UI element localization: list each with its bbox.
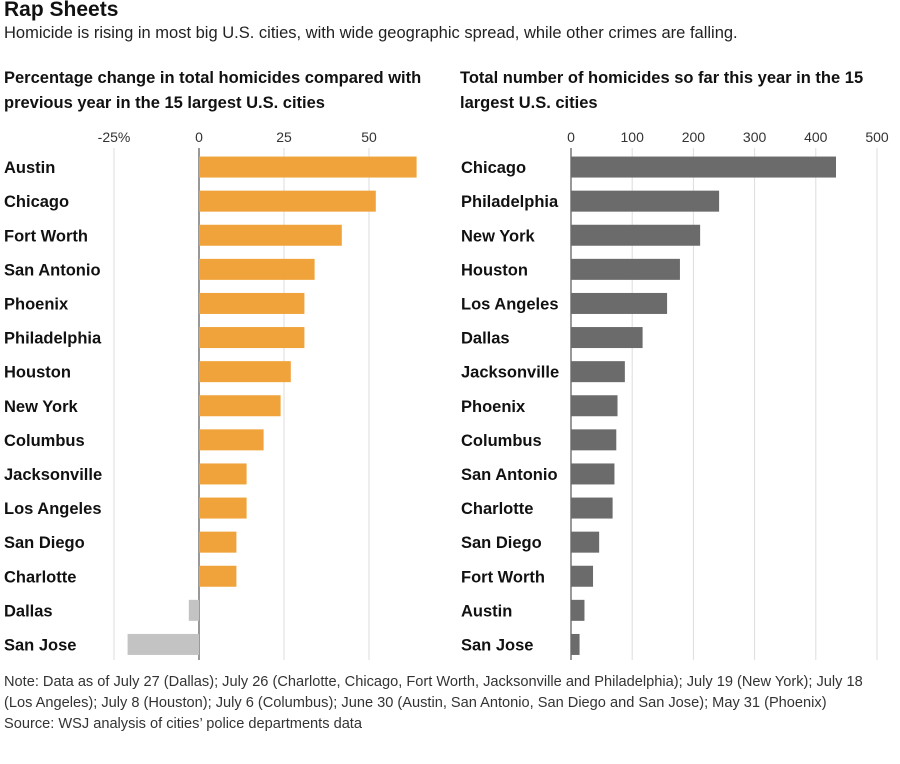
category-label: Chicago — [4, 193, 69, 211]
bar — [199, 327, 305, 349]
source-text: Source: WSJ analysis of cities’ police d… — [4, 716, 362, 732]
bar — [571, 429, 617, 451]
category-label: Columbus — [4, 432, 85, 450]
category-label: San Diego — [4, 534, 85, 552]
tick-label: 400 — [804, 129, 828, 145]
tick-label: 25 — [276, 129, 292, 145]
category-label: New York — [4, 398, 78, 416]
category-label: Houston — [461, 261, 528, 279]
category-label: Dallas — [4, 602, 53, 620]
category-label: Los Angeles — [461, 295, 559, 313]
bar — [199, 531, 237, 553]
bar — [571, 327, 643, 349]
tick-label: 50 — [361, 129, 377, 145]
bar — [199, 429, 264, 451]
category-label: Jacksonville — [461, 364, 559, 382]
bar — [571, 633, 580, 655]
category-label: Charlotte — [4, 568, 76, 586]
notes-block: Note: Data as of July 27 (Dallas); July … — [4, 672, 894, 735]
bar — [199, 361, 291, 383]
bar — [571, 156, 836, 178]
tick-label: 0 — [195, 129, 203, 145]
tick-label: 500 — [865, 129, 889, 145]
category-label: Chicago — [461, 159, 526, 177]
category-label: Phoenix — [4, 295, 69, 313]
figure-subtitle: Homicide is rising in most big U.S. citi… — [4, 24, 738, 42]
bar — [571, 497, 613, 519]
bar — [571, 361, 625, 383]
category-label: San Jose — [461, 636, 533, 654]
category-label: San Diego — [461, 534, 542, 552]
bar — [199, 292, 305, 314]
pct-change-bar-chart: -25% 0 25 50 Austin Chicago Fort Worth San Anto… — [4, 129, 417, 660]
category-label: Los Angeles — [4, 500, 102, 518]
bar — [571, 258, 680, 280]
bar — [571, 463, 615, 485]
bar — [199, 565, 237, 587]
right-chart-title: Total number of homicides so far this ye… — [460, 69, 864, 112]
tick-label: -25% — [98, 129, 131, 145]
bar — [571, 292, 668, 314]
bar — [188, 599, 199, 621]
bar — [199, 395, 281, 417]
category-label: New York — [461, 227, 535, 245]
category-label: Dallas — [461, 330, 510, 348]
category-label: Jacksonville — [4, 466, 102, 484]
category-label: Houston — [4, 364, 71, 382]
category-label: Phoenix — [461, 398, 526, 416]
category-label: Philadelphia — [4, 330, 102, 348]
category-label: Columbus — [461, 432, 542, 450]
category-label: San Antonio — [461, 466, 558, 484]
bar — [571, 190, 720, 212]
category-label: Philadelphia — [461, 193, 559, 211]
bar — [199, 258, 315, 280]
tick-label: 0 — [567, 129, 575, 145]
bar — [127, 633, 199, 655]
bar — [199, 224, 342, 246]
tick-label: 300 — [743, 129, 767, 145]
category-label: San Antonio — [4, 261, 101, 279]
category-label: San Jose — [4, 636, 76, 654]
tick-label: 200 — [682, 129, 706, 145]
bar — [571, 395, 618, 417]
bar — [571, 531, 600, 553]
bar — [199, 190, 376, 212]
category-label: Austin — [461, 602, 512, 620]
category-label: Fort Worth — [4, 227, 88, 245]
left-chart-title: Percentage change in total homicides com… — [4, 69, 422, 112]
category-label: Charlotte — [461, 500, 533, 518]
total-homicides-bar-chart: 0 100 200 300 400 500 Chicago Philadelphia New Y… — [461, 129, 889, 660]
bar — [199, 156, 417, 178]
bar — [571, 224, 701, 246]
category-label: Austin — [4, 159, 55, 177]
tick-label: 100 — [621, 129, 645, 145]
figure-title: Rap Sheets — [4, 0, 119, 21]
category-label: Fort Worth — [461, 568, 545, 586]
bar — [571, 565, 594, 587]
bar — [199, 463, 247, 485]
bar — [199, 497, 247, 519]
bar — [571, 599, 585, 621]
note-text: Note: Data as of July 27 (Dallas); July … — [4, 674, 863, 711]
